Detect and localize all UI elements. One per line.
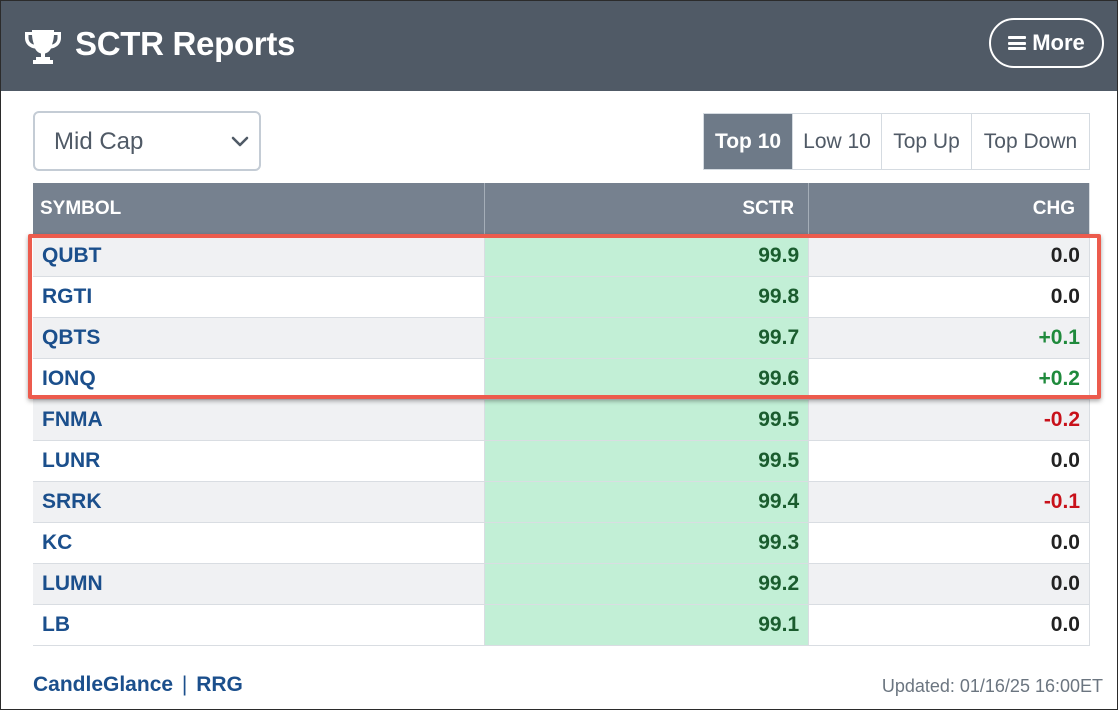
symbol-link[interactable]: LUMN [33, 563, 485, 605]
table-row[interactable]: LUNR 99.5 0.0 [33, 440, 1090, 482]
sctr-value: 99.8 [484, 276, 809, 318]
symbol-link[interactable]: FNMA [33, 399, 485, 441]
symbol-link[interactable]: SRRK [33, 481, 485, 523]
trophy-icon [25, 30, 61, 64]
table-row[interactable]: QUBT 99.9 0.0 [33, 235, 1090, 277]
chg-value: +0.1 [808, 317, 1090, 359]
footer-separator: | [181, 673, 188, 696]
tab-top-up[interactable]: Top Up [881, 114, 971, 169]
candleglance-link[interactable]: CandleGlance [33, 673, 174, 696]
symbol-link[interactable]: RGTI [33, 276, 485, 318]
chg-value: -0.1 [808, 481, 1090, 523]
column-header-symbol[interactable]: SYMBOL [33, 183, 485, 236]
updated-timestamp: Updated: 01/16/25 16:00ET [881, 676, 1103, 696]
ranking-tabs: Top 10 Low 10 Top Up Top Down [703, 113, 1090, 170]
symbol-link[interactable]: QUBT [33, 235, 485, 277]
sctr-value: 99.2 [484, 563, 809, 605]
table-row[interactable]: RGTI 99.8 0.0 [33, 276, 1090, 318]
header-bar: SCTR Reports More [1, 1, 1117, 91]
more-button-label: More [1032, 30, 1085, 55]
table-row[interactable]: IONQ 99.6 +0.2 [33, 358, 1090, 400]
table-row[interactable]: SRRK 99.4 -0.1 [33, 481, 1090, 523]
chg-value: 0.0 [808, 235, 1090, 277]
table-row[interactable]: FNMA 99.5 -0.2 [33, 399, 1090, 441]
table-body: QUBT 99.9 0.0 RGTI 99.8 0.0 QBTS 99.7 +0.1 IONQ 99… [33, 235, 1090, 646]
tab-top-down[interactable]: Top Down [971, 114, 1089, 169]
market-cap-dropdown[interactable]: Mid Cap [33, 111, 261, 171]
sctr-value: 99.5 [484, 440, 809, 482]
table-header-row: SYMBOL SCTR CHG [33, 183, 1090, 236]
chg-value: 0.0 [808, 604, 1090, 646]
market-cap-selected: Mid Cap [54, 128, 144, 155]
column-header-chg[interactable]: CHG [808, 183, 1090, 236]
sctr-value: 99.9 [484, 235, 809, 277]
sctr-value: 99.3 [484, 522, 809, 564]
more-menu-button[interactable]: More [989, 18, 1104, 68]
table-row[interactable]: KC 99.3 0.0 [33, 522, 1090, 564]
tab-top-10[interactable]: Top 10 [704, 114, 792, 169]
sctr-value: 99.1 [484, 604, 809, 646]
hamburger-icon [1008, 36, 1027, 50]
column-header-sctr[interactable]: SCTR [484, 183, 809, 236]
sctr-value: 99.7 [484, 317, 809, 359]
chevron-down-icon [231, 136, 249, 147]
sctr-value: 99.5 [484, 399, 809, 441]
sctr-table: SYMBOL SCTR CHG QUBT 99.9 0.0 RGTI 99.8 0.0 QB… [33, 183, 1090, 646]
chg-value: 0.0 [808, 522, 1090, 564]
tab-low-10[interactable]: Low 10 [792, 114, 881, 169]
chg-value: -0.2 [808, 399, 1090, 441]
table-row[interactable]: QBTS 99.7 +0.1 [33, 317, 1090, 359]
table-row[interactable]: LB 99.1 0.0 [33, 604, 1090, 646]
symbol-link[interactable]: LB [33, 604, 485, 646]
sctr-value: 99.4 [484, 481, 809, 523]
symbol-link[interactable]: LUNR [33, 440, 485, 482]
chg-value: 0.0 [808, 276, 1090, 318]
chg-value: 0.0 [808, 563, 1090, 605]
sctr-value: 99.6 [484, 358, 809, 400]
table-row[interactable]: LUMN 99.2 0.0 [33, 563, 1090, 605]
footer-links: CandleGlance | RRG [33, 673, 243, 697]
chg-value: 0.0 [808, 440, 1090, 482]
symbol-link[interactable]: KC [33, 522, 485, 564]
page-title: SCTR Reports [75, 25, 296, 62]
symbol-link[interactable]: IONQ [33, 358, 485, 400]
chg-value: +0.2 [808, 358, 1090, 400]
rrg-link[interactable]: RRG [196, 673, 243, 696]
symbol-link[interactable]: QBTS [33, 317, 485, 359]
